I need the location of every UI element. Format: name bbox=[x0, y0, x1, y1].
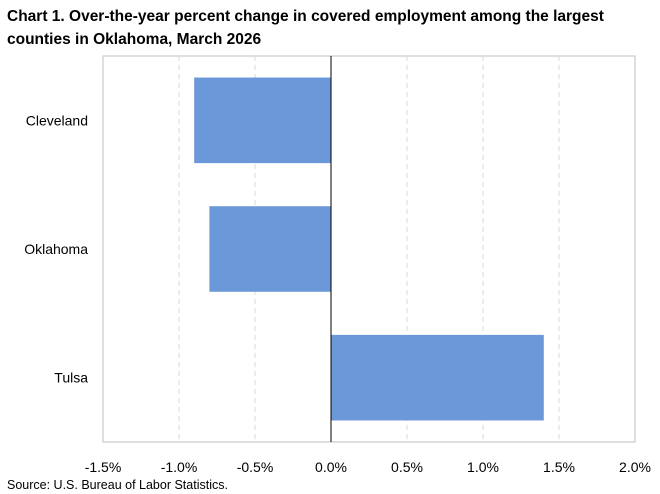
plot-area bbox=[102, 55, 636, 443]
bar-cleveland bbox=[194, 77, 331, 164]
category-label: Tulsa bbox=[54, 370, 88, 386]
bars bbox=[194, 77, 544, 421]
x-tick-label: 0.5% bbox=[391, 459, 423, 475]
x-tick-label: 1.5% bbox=[543, 459, 575, 475]
x-tick-label: -0.5% bbox=[237, 459, 274, 475]
x-axis-tick-labels: -1.5% -1.0% -0.5% 0.0% 0.5% 1.0% 1.5% 2.0% bbox=[85, 459, 651, 475]
y-axis-category-labels: Cleveland Oklahoma Tulsa bbox=[24, 112, 88, 385]
category-label: Cleveland bbox=[26, 112, 88, 128]
x-tick-label: 0.0% bbox=[315, 459, 347, 475]
x-tick-label: 1.0% bbox=[467, 459, 499, 475]
category-label: Oklahoma bbox=[24, 241, 88, 257]
source-note: Source: U.S. Bureau of Labor Statistics. bbox=[7, 478, 228, 492]
x-tick-label: 2.0% bbox=[619, 459, 651, 475]
x-tick-label: -1.5% bbox=[85, 459, 122, 475]
x-tick-label: -1.0% bbox=[161, 459, 198, 475]
chart-title: Chart 1. Over-the-year percent change in… bbox=[7, 8, 604, 48]
bar-oklahoma bbox=[209, 206, 331, 292]
bar-tulsa bbox=[331, 334, 544, 421]
